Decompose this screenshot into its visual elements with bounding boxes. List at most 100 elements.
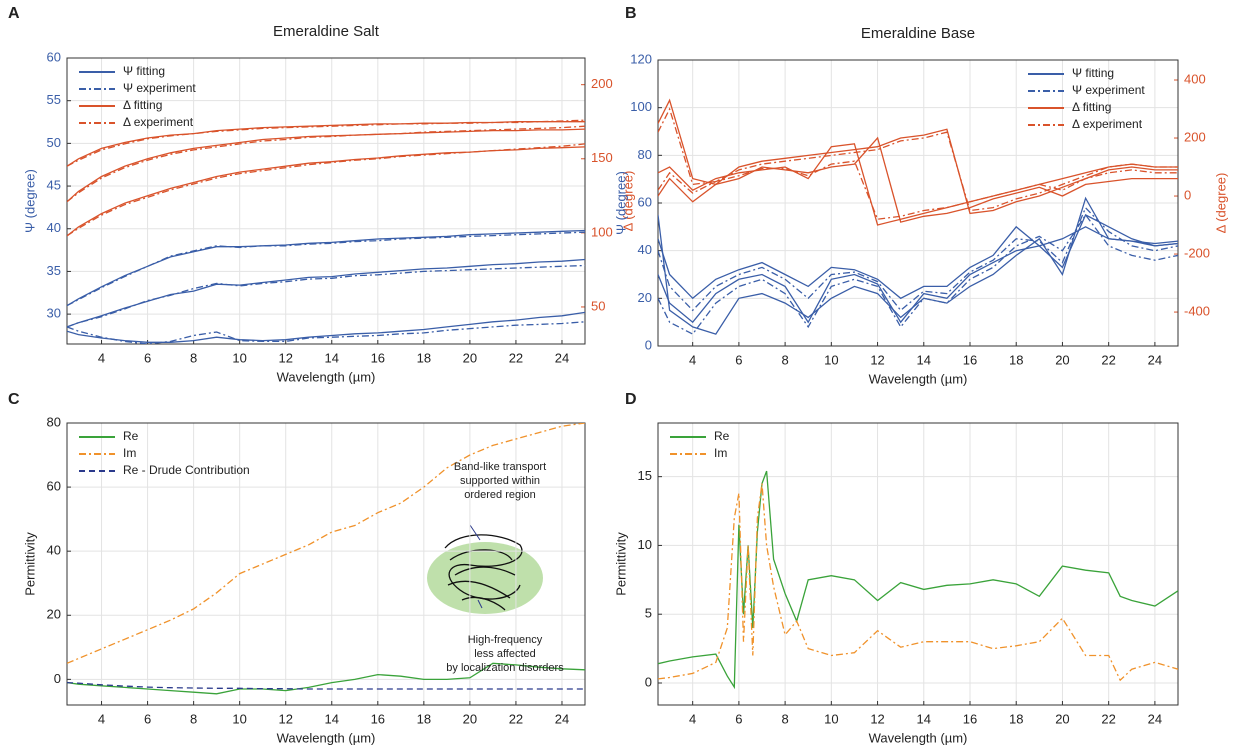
x-tick-label: 8 (190, 711, 197, 726)
series-line (658, 483, 1178, 682)
series-line (67, 143, 585, 237)
y-tick-label: 60 (47, 479, 61, 494)
x-tick-label: 16 (371, 350, 385, 365)
plot-frame (66, 422, 586, 706)
y-axis-label: Ψ (degree) (22, 169, 37, 233)
legend-label: Δ experiment (1072, 117, 1143, 131)
y2-tick-label: 150 (591, 150, 613, 165)
annotation: High-frequency (468, 634, 543, 646)
series-line (658, 143, 1178, 226)
y-tick-label: 120 (630, 51, 652, 66)
y2-tick-label: 100 (591, 224, 613, 239)
series-line (67, 681, 585, 690)
chart-title: Emeraldine Base (861, 25, 975, 42)
y-axis-label: Ψ (degree) (613, 171, 628, 235)
series-line (658, 136, 1178, 223)
x-tick-label: 14 (917, 352, 931, 367)
annotation: supported within (460, 475, 540, 487)
legend-label: Δ fitting (123, 98, 162, 112)
y-tick-label: 10 (638, 537, 652, 552)
plot-area (658, 98, 1178, 335)
x-tick-label: 6 (735, 352, 742, 367)
annotation: Band-like transport (454, 461, 546, 473)
x-tick-label: 14 (917, 711, 931, 726)
plot-frame (657, 422, 1179, 706)
series-line (67, 128, 585, 203)
y-axis-label: Permittivity (613, 532, 628, 596)
y-tick-label: 0 (54, 671, 61, 686)
legend-label: Ψ experiment (1072, 83, 1145, 97)
x-tick-label: 10 (824, 711, 838, 726)
y2-tick-label: 400 (1184, 71, 1206, 86)
x-tick-label: 18 (417, 350, 431, 365)
series-line (658, 470, 1178, 690)
x-tick-label: 6 (144, 711, 151, 726)
panel-letter: C (8, 391, 20, 408)
y-tick-label: 35 (47, 263, 61, 278)
y2-tick-label: 200 (1184, 129, 1206, 144)
legend-label: Im (123, 446, 136, 460)
series-line (67, 311, 585, 343)
plot-area (67, 423, 585, 695)
y-tick-label: 40 (47, 220, 61, 235)
x-tick-label: 12 (870, 711, 884, 726)
y-axis-label: Permittivity (22, 532, 37, 596)
x-tick-label: 20 (463, 350, 477, 365)
x-tick-label: 10 (232, 350, 246, 365)
series-line (67, 119, 585, 167)
legend-label: Ψ experiment (123, 81, 196, 95)
y2-tick-label: 0 (1184, 187, 1191, 202)
x-tick-label: 4 (689, 352, 696, 367)
series-line (67, 264, 585, 328)
y-tick-label: 20 (47, 607, 61, 622)
legend-label: Δ experiment (123, 115, 194, 129)
annotation: by localization disorders (446, 662, 564, 674)
x-tick-label: 8 (781, 711, 788, 726)
x-tick-label: 18 (417, 711, 431, 726)
y-tick-label: 15 (638, 468, 652, 483)
x-tick-label: 20 (1055, 711, 1069, 726)
y2-tick-label: 50 (591, 298, 605, 313)
y-tick-label: 80 (47, 414, 61, 429)
y-tick-label: 50 (47, 135, 61, 150)
illustration (427, 524, 543, 614)
x-tick-label: 24 (555, 711, 569, 726)
series-line (67, 146, 585, 237)
x-tick-label: 22 (509, 711, 523, 726)
x-tick-label: 16 (963, 352, 977, 367)
plot-area (67, 119, 585, 344)
x-tick-label: 16 (963, 711, 977, 726)
plot-frame (657, 59, 1179, 347)
series-line (658, 214, 1178, 300)
legend-label: Im (714, 446, 727, 460)
x-tick-label: 24 (555, 350, 569, 365)
x-tick-label: 8 (781, 352, 788, 367)
series-line (658, 160, 1178, 220)
x-tick-label: 12 (278, 711, 292, 726)
y-tick-label: 60 (638, 194, 652, 209)
x-axis-label: Wavelength (µm) (869, 371, 968, 386)
y2-axis-label: Δ (degree) (620, 171, 635, 232)
y-tick-label: 0 (645, 674, 652, 689)
y-tick-label: 100 (630, 99, 652, 114)
panel-letter: A (8, 5, 20, 22)
x-tick-label: 6 (144, 350, 151, 365)
series-line (658, 213, 1178, 335)
x-axis-label: Wavelength (µm) (869, 730, 968, 745)
legend-label: Ψ fitting (1072, 66, 1114, 80)
x-tick-label: 20 (463, 711, 477, 726)
y-tick-label: 20 (638, 290, 652, 305)
series-line (67, 423, 585, 664)
y-tick-label: 60 (47, 49, 61, 64)
x-tick-label: 18 (1009, 711, 1023, 726)
legend-label: Re (714, 429, 730, 443)
y2-tick-label: -200 (1184, 245, 1210, 260)
x-tick-label: 14 (325, 350, 339, 365)
series-line (67, 662, 585, 695)
series-line (658, 226, 1178, 324)
annotation: less affected (474, 648, 536, 660)
chart-title: Emeraldine Salt (273, 23, 380, 40)
x-tick-label: 22 (1101, 352, 1115, 367)
x-tick-label: 22 (1101, 711, 1115, 726)
